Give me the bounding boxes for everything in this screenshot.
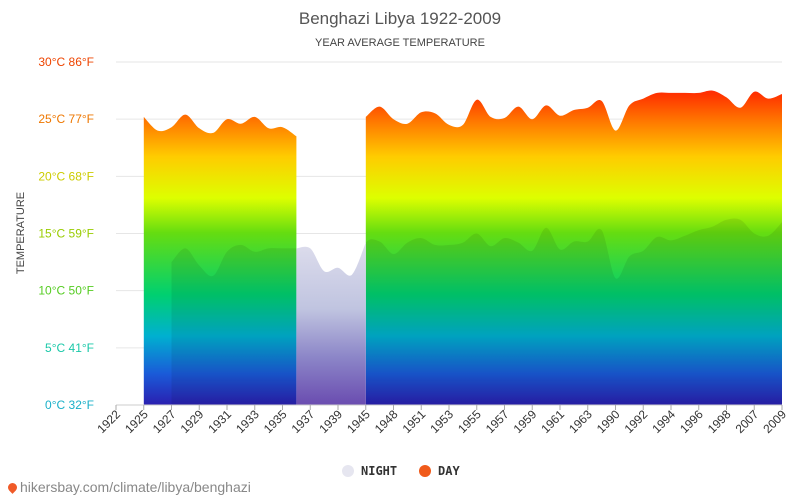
x-tick-label: 1955	[455, 407, 484, 436]
x-tick-label: 1931	[205, 407, 234, 436]
x-tick-label: 1957	[483, 407, 512, 436]
legend-label-day: DAY	[438, 464, 460, 478]
y-tick-label: 25°C 77°F	[38, 112, 94, 126]
y-tick-label: 15°C 59°F	[38, 227, 94, 241]
x-axis: 1922192519271929193119331935193719391945…	[94, 404, 789, 436]
source-text: hikersbay.com/climate/libya/benghazi	[20, 479, 251, 495]
x-tick-label: 2007	[733, 407, 762, 436]
location-pin-icon	[6, 480, 19, 494]
x-tick-label: 1937	[289, 407, 318, 436]
y-tick-label: 20°C 68°F	[38, 169, 94, 183]
x-tick-label: 1935	[261, 407, 290, 436]
x-tick-label: 1948	[372, 407, 401, 436]
x-tick-label: 1951	[400, 407, 429, 436]
y-axis-label: TEMPERATURE	[15, 192, 27, 274]
source-link[interactable]: hikersbay.com/climate/libya/benghazi	[6, 479, 251, 495]
x-tick-label: 1953	[427, 407, 456, 436]
day-area	[365, 90, 782, 405]
plot-area	[143, 90, 782, 405]
chart-title: Benghazi Libya 1922-2009	[299, 9, 501, 28]
x-tick-label: 1945	[344, 407, 373, 436]
x-tick-label: 1922	[94, 407, 123, 436]
legend-swatch-night	[342, 465, 354, 477]
x-tick-label: 1992	[622, 407, 651, 436]
legend: NIGHT DAY	[342, 464, 460, 478]
x-tick-label: 1963	[566, 407, 595, 436]
x-tick-label: 1929	[178, 407, 207, 436]
x-tick-label: 1998	[705, 407, 734, 436]
day-area	[143, 114, 297, 405]
x-tick-label: 1994	[649, 407, 678, 436]
x-tick-label: 1927	[150, 407, 179, 436]
x-tick-label: 1939	[316, 407, 345, 436]
legend-label-night: NIGHT	[361, 464, 397, 478]
x-tick-label: 1996	[677, 407, 706, 436]
x-tick-label: 2009	[760, 407, 789, 436]
x-tick-label: 1990	[594, 407, 623, 436]
y-tick-label: 10°C 50°F	[38, 284, 94, 298]
y-tick-label: 5°C 41°F	[45, 341, 94, 355]
y-tick-labels: 0°C 32°F 5°C 41°F 10°C 50°F 15°C 59°F 20°C 6…	[38, 55, 94, 412]
night-only-area	[296, 242, 366, 405]
x-tick-label: 1961	[538, 407, 567, 436]
y-tick-label: 30°C 86°F	[38, 55, 94, 69]
chart-subtitle: YEAR AVERAGE TEMPERATURE	[315, 37, 485, 49]
legend-swatch-day	[419, 465, 431, 477]
y-tick-label: 0°C 32°F	[45, 398, 94, 412]
x-tick-label: 1925	[122, 407, 151, 436]
x-tick-label: 1933	[233, 407, 262, 436]
legend-item-day[interactable]: DAY	[419, 464, 460, 478]
x-tick-label: 1959	[511, 407, 540, 436]
legend-item-night[interactable]: NIGHT	[342, 464, 397, 478]
